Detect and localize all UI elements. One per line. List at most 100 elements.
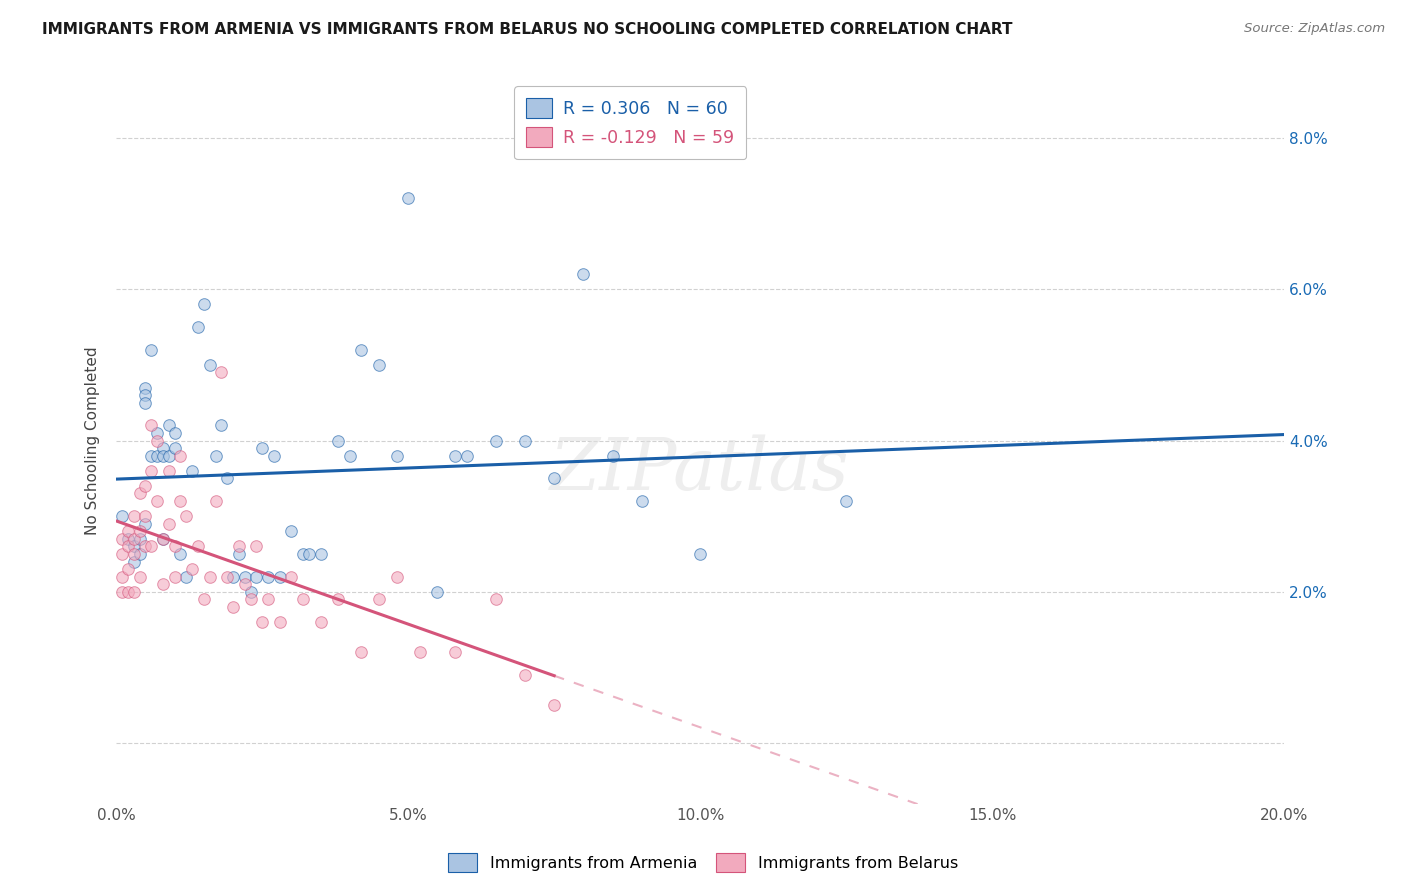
- Point: [163, 441, 186, 455]
- Point: [141, 418, 163, 433]
- Point: [252, 615, 274, 629]
- Point: [117, 562, 139, 576]
- Point: [134, 388, 156, 402]
- Point: [689, 547, 711, 561]
- Point: [111, 532, 134, 546]
- Point: [128, 547, 150, 561]
- Point: [117, 524, 139, 539]
- Point: [122, 584, 145, 599]
- Point: [169, 449, 191, 463]
- Point: [280, 524, 302, 539]
- Point: [228, 540, 250, 554]
- Point: [385, 449, 408, 463]
- Point: [146, 434, 169, 448]
- Point: [163, 425, 186, 440]
- Point: [217, 570, 239, 584]
- Point: [181, 562, 204, 576]
- Point: [222, 570, 245, 584]
- Point: [257, 570, 280, 584]
- Point: [169, 547, 191, 561]
- Point: [163, 570, 186, 584]
- Point: [111, 547, 134, 561]
- Point: [239, 592, 262, 607]
- Point: [163, 540, 186, 554]
- Point: [456, 449, 478, 463]
- Point: [176, 509, 198, 524]
- Point: [141, 343, 163, 357]
- Point: [350, 645, 373, 659]
- Point: [141, 449, 163, 463]
- Point: [134, 381, 156, 395]
- Point: [444, 645, 467, 659]
- Point: [222, 599, 245, 614]
- Text: IMMIGRANTS FROM ARMENIA VS IMMIGRANTS FROM BELARUS NO SCHOOLING COMPLETED CORREL: IMMIGRANTS FROM ARMENIA VS IMMIGRANTS FR…: [42, 22, 1012, 37]
- Text: ZIPatlas: ZIPatlas: [550, 434, 851, 505]
- Point: [444, 449, 467, 463]
- Point: [187, 320, 209, 334]
- Point: [134, 540, 156, 554]
- Point: [122, 540, 145, 554]
- Point: [152, 441, 174, 455]
- Point: [204, 494, 226, 508]
- Point: [134, 479, 156, 493]
- Point: [141, 540, 163, 554]
- Point: [409, 645, 432, 659]
- Point: [128, 570, 150, 584]
- Point: [326, 592, 349, 607]
- Point: [157, 516, 180, 531]
- Point: [134, 516, 156, 531]
- Point: [111, 570, 134, 584]
- Point: [152, 449, 174, 463]
- Point: [122, 555, 145, 569]
- Point: [169, 494, 191, 508]
- Point: [134, 395, 156, 409]
- Point: [513, 668, 536, 682]
- Point: [339, 449, 361, 463]
- Point: [309, 547, 332, 561]
- Point: [309, 615, 332, 629]
- Point: [280, 570, 302, 584]
- Point: [146, 494, 169, 508]
- Point: [239, 584, 262, 599]
- Point: [485, 434, 508, 448]
- Point: [204, 449, 226, 463]
- Point: [128, 532, 150, 546]
- Point: [187, 540, 209, 554]
- Point: [209, 366, 232, 380]
- Legend: R = 0.306   N = 60, R = -0.129   N = 59: R = 0.306 N = 60, R = -0.129 N = 59: [515, 87, 747, 159]
- Point: [117, 532, 139, 546]
- Point: [368, 592, 391, 607]
- Point: [257, 592, 280, 607]
- Point: [252, 441, 274, 455]
- Point: [543, 471, 565, 485]
- Legend: Immigrants from Armenia, Immigrants from Belarus: Immigrants from Armenia, Immigrants from…: [440, 845, 966, 880]
- Point: [835, 494, 858, 508]
- Point: [157, 464, 180, 478]
- Point: [396, 191, 419, 205]
- Point: [269, 615, 291, 629]
- Point: [543, 698, 565, 713]
- Point: [193, 297, 215, 311]
- Point: [263, 449, 285, 463]
- Point: [193, 592, 215, 607]
- Point: [146, 449, 169, 463]
- Point: [298, 547, 321, 561]
- Point: [630, 494, 652, 508]
- Point: [198, 570, 221, 584]
- Point: [228, 547, 250, 561]
- Point: [141, 464, 163, 478]
- Point: [128, 524, 150, 539]
- Point: [117, 540, 139, 554]
- Point: [122, 509, 145, 524]
- Point: [122, 532, 145, 546]
- Point: [485, 592, 508, 607]
- Point: [350, 343, 373, 357]
- Point: [122, 547, 145, 561]
- Point: [513, 434, 536, 448]
- Point: [368, 358, 391, 372]
- Point: [117, 584, 139, 599]
- Point: [233, 577, 256, 591]
- Point: [233, 570, 256, 584]
- Point: [217, 471, 239, 485]
- Point: [128, 486, 150, 500]
